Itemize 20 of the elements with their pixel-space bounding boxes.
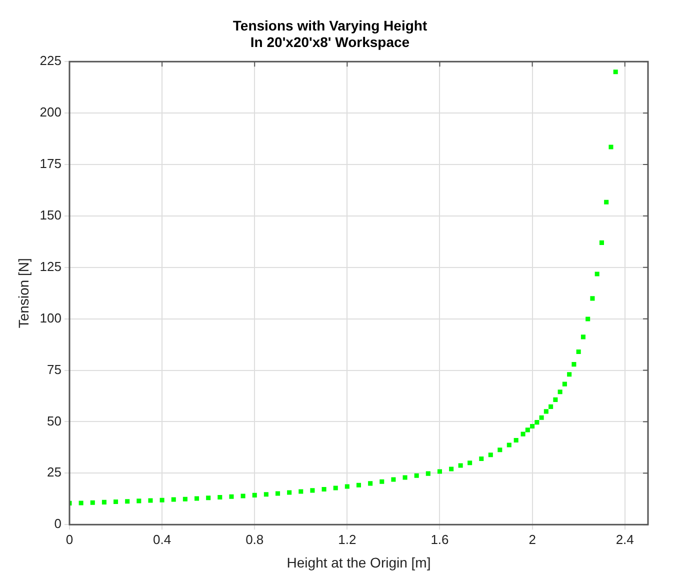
x-tick-label: 2.4 [616,532,634,547]
x-tick-label: 0 [66,532,74,547]
y-tick-label: 125 [40,258,62,274]
y-tick-label: 25 [47,464,62,480]
y-tick-label: 100 [40,310,62,326]
y-tick-label: 200 [40,104,62,120]
y-tick-label: 75 [47,362,62,377]
y-axis-title: Tension [N] [15,258,32,328]
y-tick-label: 0 [54,516,62,532]
x-tick-label: 2 [528,532,536,547]
y-tick-label: 225 [40,53,62,68]
y-tick-label: 175 [40,156,62,172]
x-tick-label: 1.2 [338,532,356,547]
x-axis-title: Height at the Origin [m] [286,554,431,570]
x-tick-label: 1.6 [430,532,449,547]
x-tick-label: 0.4 [153,532,172,547]
y-tick-label: 50 [47,413,62,428]
y-tick-label: 150 [40,208,62,223]
x-tick-label: 0.8 [246,532,264,547]
chart-title: Tensions with Varying Height In 20'x20'x8' Workspace [232,17,428,50]
